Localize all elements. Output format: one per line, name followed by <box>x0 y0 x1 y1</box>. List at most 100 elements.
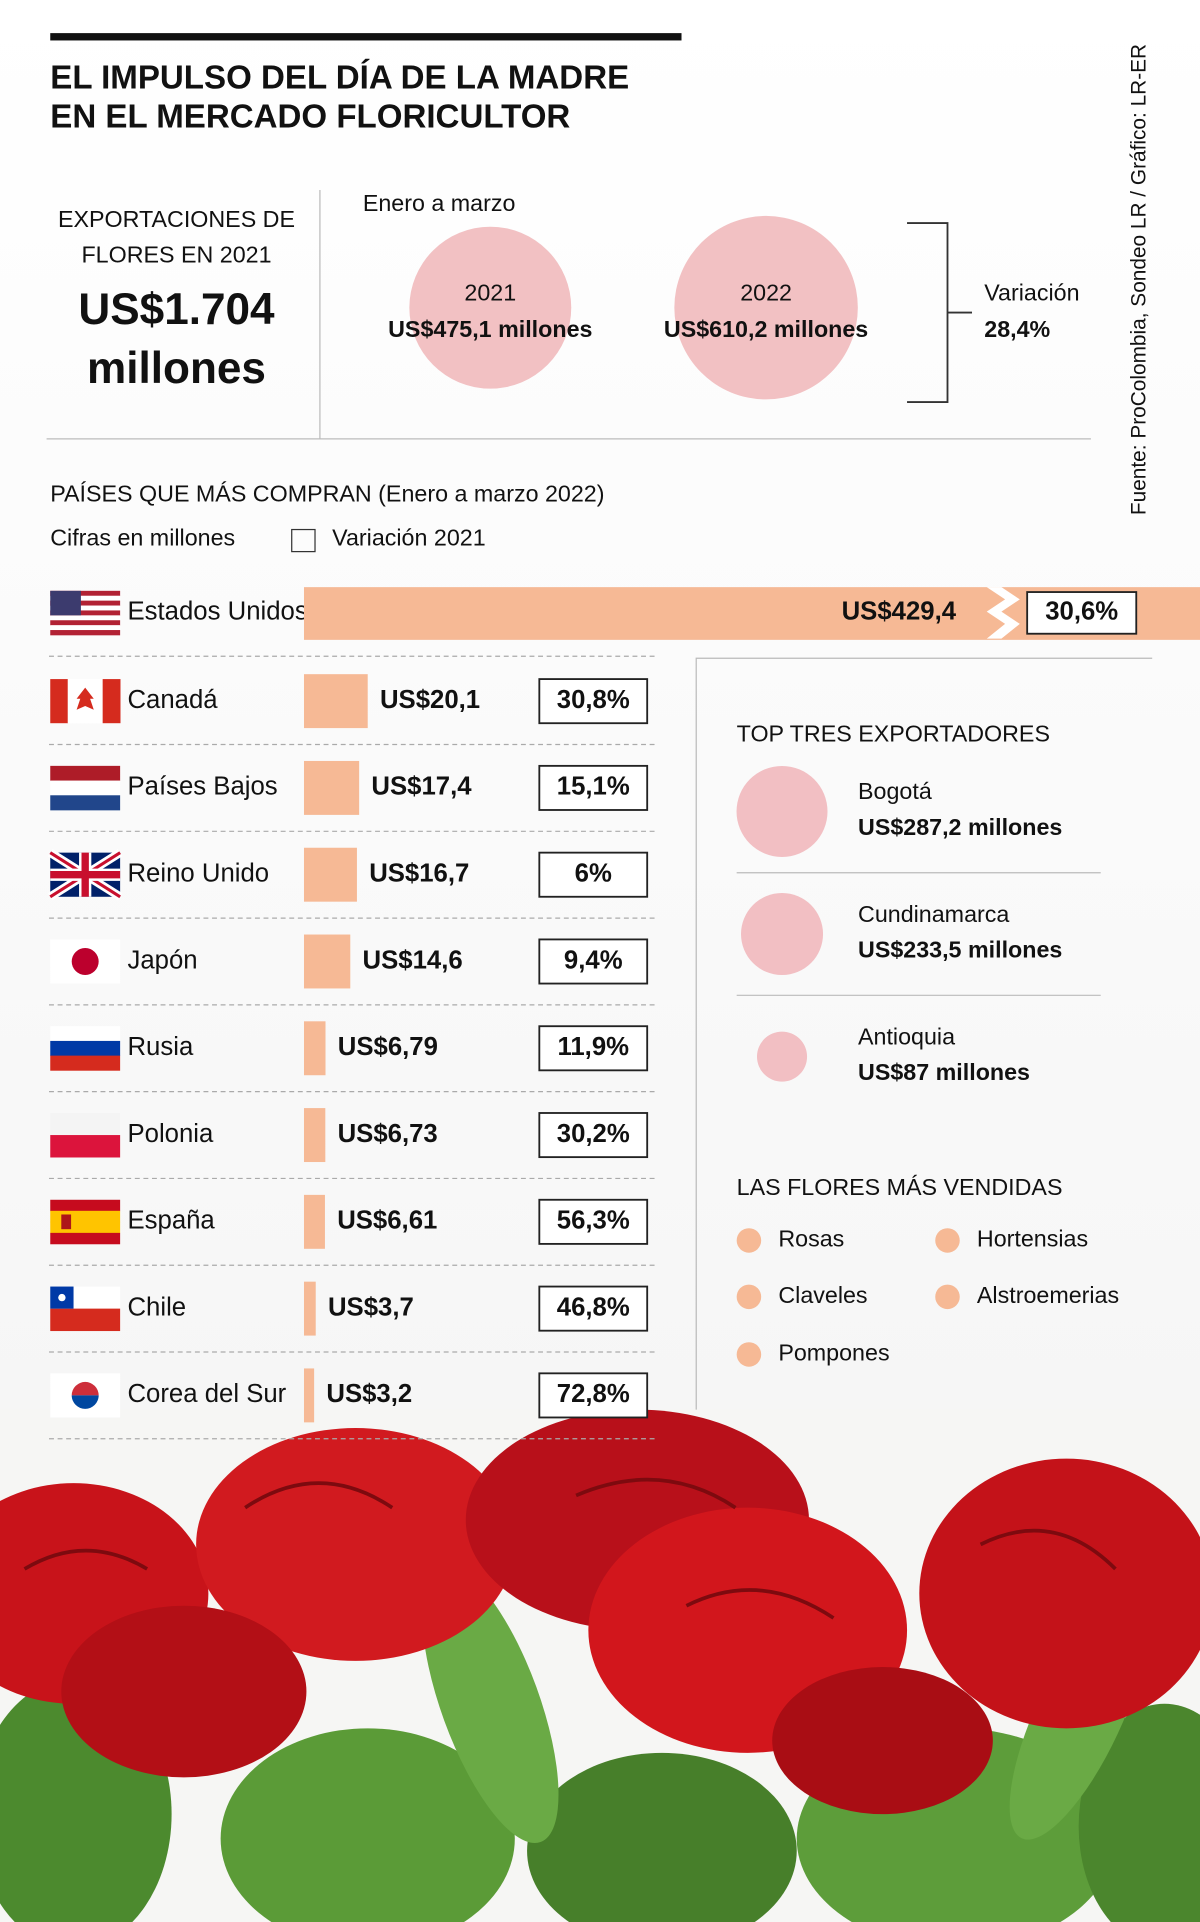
flag-part <box>50 1232 121 1245</box>
legend: Variación 2021 <box>332 525 486 551</box>
variation-title: Variación <box>984 279 1079 305</box>
country-name: Japón <box>127 946 197 974</box>
flower-dot <box>935 1228 960 1253</box>
flag-part <box>50 620 121 626</box>
flag-part <box>50 1135 121 1158</box>
flag-part <box>58 1293 66 1302</box>
exports-value: US$1.704 <box>78 285 275 334</box>
bar <box>303 934 351 989</box>
variation-label: 56,3% <box>557 1207 630 1235</box>
flower-dot <box>736 1228 762 1253</box>
exporter-value: US$233,5 millones <box>858 936 1062 962</box>
flag-part <box>50 615 121 621</box>
flag-part <box>71 1381 99 1396</box>
flower-name: Pompones <box>778 1340 889 1366</box>
flower-dot <box>736 1284 762 1310</box>
flag-part <box>50 610 121 616</box>
year: 2022 <box>740 279 792 305</box>
flag-part <box>50 852 121 897</box>
flag-part <box>50 1210 121 1223</box>
bar <box>303 1108 326 1163</box>
variation-label: 15,1% <box>557 773 630 801</box>
flag-part <box>50 1308 121 1332</box>
variation-label: 9,4% <box>564 946 623 974</box>
bar <box>303 1281 316 1336</box>
exporter-value: US$287,2 millones <box>858 814 1062 840</box>
country-name: Estados Unidos <box>127 598 307 626</box>
flower-dot <box>935 1284 960 1310</box>
bar <box>303 674 368 729</box>
title: EL IMPULSO DEL DÍA DE LA MADRE <box>50 58 629 96</box>
variation-box <box>538 1198 649 1245</box>
flag-part <box>85 679 104 724</box>
exporter-name: Antioquia <box>858 1023 955 1049</box>
title: EN EL MERCADO FLORICULTOR <box>50 99 570 136</box>
value-label: US$6,73 <box>338 1120 438 1148</box>
flag-part <box>50 590 81 616</box>
bar <box>303 1194 325 1249</box>
flag-part <box>50 600 121 606</box>
country-name: Corea del Sur <box>127 1380 286 1408</box>
country-name: Polonia <box>127 1120 214 1148</box>
panel-border <box>695 657 1153 1429</box>
source: Fuente: ProColombia, Sondeo LR / Gráfico… <box>1127 44 1150 515</box>
variation-box <box>538 938 649 985</box>
country-name: Países Bajos <box>127 773 277 801</box>
variation-box <box>538 1285 649 1332</box>
variation-label: 30,6% <box>1045 598 1118 626</box>
flag-part <box>50 1026 121 1042</box>
flag-part <box>50 1112 121 1136</box>
title-rule <box>50 33 682 41</box>
section-title: LAS FLORES MÁS VENDIDAS <box>737 1174 1063 1200</box>
country-name: Canadá <box>127 686 218 714</box>
flag-part <box>50 605 121 611</box>
exporter-name: Bogotá <box>858 778 932 804</box>
value-circle <box>741 893 824 976</box>
flag-part <box>50 679 69 724</box>
flag-part <box>67 679 86 724</box>
bar <box>303 760 360 815</box>
flag-part <box>50 1040 121 1056</box>
flag-part <box>50 1199 121 1212</box>
variation-box <box>538 851 649 898</box>
flag-part <box>71 948 99 975</box>
country-name: España <box>127 1207 215 1235</box>
flag-part <box>50 590 121 597</box>
variation-box <box>538 1372 649 1419</box>
value-label: US$3,7 <box>328 1293 414 1321</box>
country-name: Chile <box>127 1293 186 1321</box>
value-circle <box>756 1031 808 1082</box>
flag-part <box>102 679 121 724</box>
flag-part <box>50 1221 121 1234</box>
flag-part <box>61 1214 72 1230</box>
country-name: Reino Unido <box>127 860 269 888</box>
flower-name: Hortensias <box>977 1226 1088 1252</box>
flower-name: Alstroemerias <box>977 1282 1119 1308</box>
value-label: US$20,1 <box>380 686 480 714</box>
flag-part <box>50 795 121 811</box>
value-circle <box>409 226 572 389</box>
variation-label: 46,8% <box>557 1293 630 1321</box>
bar <box>303 847 357 902</box>
value-label: US$475,1 millones <box>388 316 592 342</box>
flag-part <box>50 780 121 796</box>
variation-box <box>538 764 649 811</box>
value-circle <box>736 765 828 857</box>
value-label: US$6,61 <box>337 1207 437 1235</box>
flag-part <box>50 765 121 781</box>
section-title: PAÍSES QUE MÁS COMPRAN (Enero a marzo 20… <box>50 480 604 506</box>
exporter-name: Cundinamarca <box>858 901 1009 927</box>
flower-name: Rosas <box>778 1226 844 1252</box>
section-title: TOP TRES EXPORTADORES <box>737 721 1050 747</box>
flag-part <box>71 1395 99 1409</box>
units: Cifras en millones <box>50 525 235 551</box>
value-label: US$6,79 <box>338 1033 438 1061</box>
flag-part <box>50 625 121 631</box>
flag-part <box>50 1055 121 1071</box>
bar <box>303 1368 315 1423</box>
roses-photo <box>0 1409 1200 1922</box>
bracket <box>907 222 973 403</box>
flower-dot <box>736 1342 762 1367</box>
variation-box <box>1026 591 1138 635</box>
